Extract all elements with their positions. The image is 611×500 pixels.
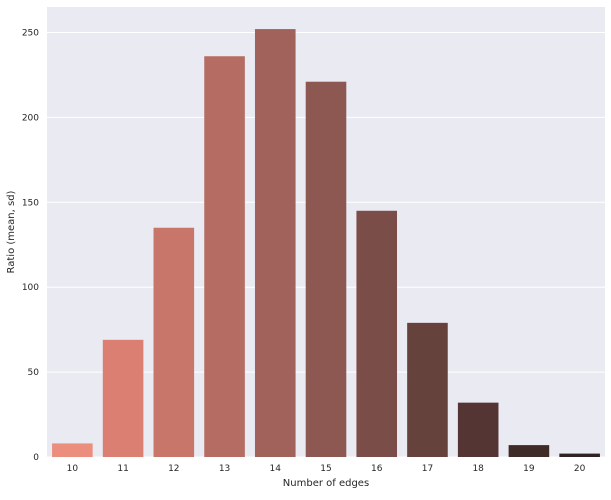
bar-20 (559, 453, 600, 457)
bar-14 (254, 29, 296, 458)
x-tick-label: 17 (422, 464, 433, 474)
x-tick-label: 10 (67, 464, 79, 474)
y-axis-label: Ratio (mean, sd) (6, 190, 17, 273)
x-tick-label: 13 (219, 464, 230, 474)
x-tick-label: 16 (371, 464, 383, 474)
bar-19 (508, 445, 550, 457)
x-tick-label: 19 (523, 464, 535, 474)
x-tick-label: 15 (320, 464, 331, 474)
x-tick-label: 20 (574, 464, 586, 474)
bar-13 (204, 56, 245, 458)
bar-12 (153, 227, 195, 457)
bar-16 (356, 210, 398, 457)
y-tick-label: 200 (22, 113, 39, 123)
y-tick-label: 50 (28, 368, 40, 378)
bar-17 (407, 322, 448, 457)
bar-10 (52, 443, 93, 457)
bar-11 (102, 339, 144, 457)
bars (52, 29, 600, 458)
y-tick-label: 100 (22, 283, 39, 293)
x-tick-label: 11 (117, 464, 128, 474)
bar-18 (457, 402, 499, 457)
x-tick-label: 18 (472, 464, 484, 474)
y-tick-labels: 0 50 100 150 200 250 (22, 28, 39, 463)
y-tick-label: 250 (22, 28, 39, 38)
x-tick-label: 12 (168, 464, 179, 474)
x-tick-labels: 10 11 12 13 14 15 16 17 18 19 20 (67, 464, 586, 474)
x-axis-label: Number of edges (283, 478, 369, 489)
y-tick-label: 0 (33, 453, 39, 463)
x-tick-label: 14 (270, 464, 282, 474)
bar-15 (305, 81, 347, 457)
y-tick-label: 150 (22, 198, 39, 208)
